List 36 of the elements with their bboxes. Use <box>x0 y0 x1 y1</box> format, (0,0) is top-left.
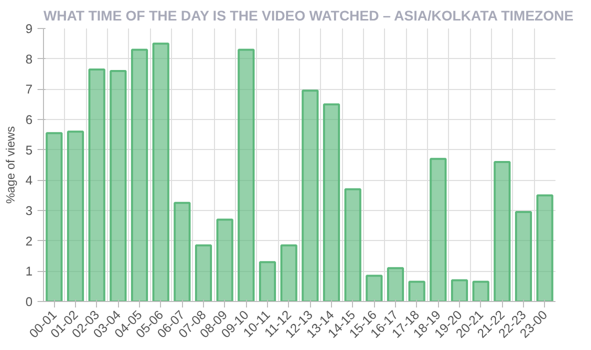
bar <box>110 70 127 302</box>
bar <box>46 132 63 302</box>
bar <box>152 42 170 302</box>
bar <box>259 261 276 302</box>
y-tick-label: 7 <box>25 82 33 97</box>
bar <box>515 211 532 302</box>
bar <box>430 158 447 302</box>
bar <box>408 280 426 302</box>
y-tick-label: 6 <box>25 113 33 127</box>
bar <box>174 202 191 302</box>
bar <box>451 279 468 302</box>
y-tick-label: 8 <box>25 52 33 66</box>
bar <box>131 48 148 302</box>
y-tick-label: 3 <box>25 204 33 218</box>
bar <box>366 274 383 302</box>
chart-title: WHAT TIME OF THE DAY IS THE VIDEO WATCHED – ASIA/KOLKATA TIMEZONE <box>44 8 574 24</box>
bar <box>302 90 319 302</box>
y-tick-label: 5 <box>25 143 33 158</box>
y-axis-title: %age of views <box>3 126 18 204</box>
bar <box>280 244 298 302</box>
bar <box>387 267 404 302</box>
bar <box>472 280 490 302</box>
bar <box>195 244 212 302</box>
bar <box>88 68 106 302</box>
y-tick-label: 4 <box>25 174 33 188</box>
bar <box>323 103 340 302</box>
bar <box>344 188 362 302</box>
y-tick-label: 0 <box>25 295 33 309</box>
bar <box>536 194 554 302</box>
bar <box>494 160 511 302</box>
bar <box>238 48 255 302</box>
y-tick-label: 1 <box>25 264 33 279</box>
bar <box>67 130 84 302</box>
y-tick-label: 9 <box>25 22 33 36</box>
y-tick-label: 2 <box>25 234 33 248</box>
bar <box>216 218 234 302</box>
